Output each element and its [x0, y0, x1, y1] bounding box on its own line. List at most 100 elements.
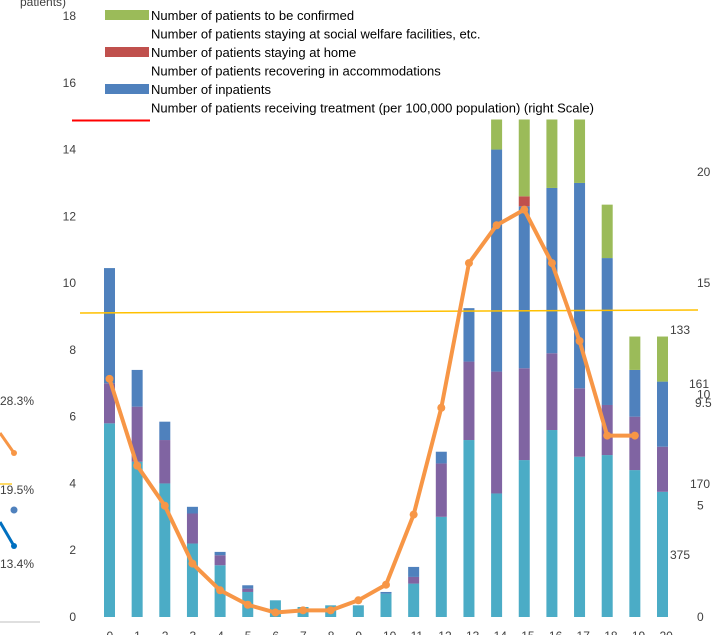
x-axis-tick-label: 7 [300, 629, 307, 635]
x-axis-tick-label: 9 [355, 629, 362, 635]
line-point [575, 336, 584, 345]
bar-segment [104, 423, 115, 617]
legend: Number of patients to be confirmed Number… [72, 8, 594, 122]
left-axis-tick-label: 18 [63, 9, 77, 23]
reference-line-group [79, 309, 699, 314]
left-panel-point-orange [11, 450, 17, 456]
left-axis-tick-label: 6 [69, 410, 76, 424]
bar-segment [186, 543, 198, 617]
line-point [630, 431, 639, 440]
left-panel: 28.3% 19.5% 13.4% [0, 394, 40, 623]
line-point [464, 259, 473, 268]
left-panel-line-orange [0, 432, 16, 454]
legend-item-label: Number of patients staying at social wel… [151, 27, 480, 42]
bar-segment [159, 421, 171, 441]
line-point [382, 580, 390, 589]
bar-segment [629, 336, 641, 370]
right-axis-tick-label: 5 [697, 499, 704, 513]
line-point [326, 606, 335, 615]
bar-segment [408, 583, 420, 617]
legend-item-label: Number of inpatients [151, 82, 271, 97]
left-axis-tick-label: 2 [69, 543, 76, 557]
bar-segment [574, 182, 586, 389]
right-axis-tick-label: 0 [697, 610, 704, 624]
x-axis-tick-label: 5 [245, 629, 252, 635]
bar-segment [380, 593, 392, 617]
bar-segment [629, 369, 641, 417]
left-axis: 0 2 4 6 8 10 12 14 16 18 [63, 9, 77, 624]
bar-segment [186, 513, 198, 544]
bar-segment [657, 446, 668, 492]
line-point [603, 431, 612, 440]
bar-segment [131, 406, 143, 462]
right-axis-tick-label: 15 [697, 276, 711, 290]
bar-segment [408, 566, 420, 577]
bar-segment [491, 119, 503, 150]
left-panel-line-blue [0, 521, 16, 547]
right-axis: 0 5 10 15 20 [697, 165, 711, 624]
line-point [243, 600, 252, 609]
x-axis-tick-label: 12 [438, 629, 452, 635]
bar-segment [186, 506, 198, 514]
bar-segment [601, 204, 613, 259]
left-panel-label-2: 19.5% [0, 483, 34, 497]
y-axis-label-fragment: patients) [20, 0, 66, 9]
x-axis: 01234567891011121314151617181920 [107, 629, 674, 635]
x-axis-tick-label: 3 [189, 629, 196, 635]
bar-segment [463, 308, 475, 362]
bar-segment [518, 119, 530, 197]
left-axis-tick-label: 10 [63, 276, 77, 290]
left-axis-tick-label: 12 [63, 209, 77, 223]
bar-segment [352, 605, 364, 617]
bar-segment [546, 353, 558, 431]
line-point [409, 510, 418, 519]
left-axis-tick-label: 0 [69, 610, 76, 624]
x-axis-tick-label: 15 [521, 629, 535, 635]
x-axis-tick-label: 4 [217, 629, 224, 635]
data-label: 9.5 [695, 396, 712, 410]
bar-segment [159, 440, 171, 484]
legend-swatch [105, 47, 149, 57]
data-label: 170 [690, 477, 710, 491]
x-axis-tick-label: 2 [162, 629, 169, 635]
left-axis-tick-label: 8 [69, 343, 76, 357]
right-axis-tick-label: 20 [697, 165, 711, 179]
left-axis-tick-label: 16 [63, 76, 77, 90]
x-axis-tick-label: 18 [604, 629, 618, 635]
line-point [133, 461, 142, 470]
legend-swatch [105, 84, 149, 94]
bar-segment [435, 451, 447, 464]
left-panel-label-3: 13.4% [0, 557, 34, 571]
bar-segment [104, 383, 115, 424]
x-axis-tick-label: 10 [383, 629, 397, 635]
bar-segment [463, 361, 475, 441]
line-point [271, 608, 280, 617]
bar-segment [518, 196, 530, 207]
bar-segment [657, 491, 668, 617]
bar-segment [601, 455, 613, 617]
bar-segment [629, 416, 641, 471]
left-axis-tick-label: 14 [63, 143, 77, 157]
x-axis-tick-label: 1 [134, 629, 141, 635]
line-point [547, 259, 556, 268]
line-point [354, 596, 363, 605]
bar-segment [214, 551, 226, 556]
bar-segment [546, 119, 558, 188]
bar-segment [104, 268, 115, 384]
right-axis-tick-label: 10 [697, 387, 711, 401]
bar-segment [242, 588, 254, 592]
x-axis-tick-label: 17 [577, 629, 591, 635]
bar-segment [518, 368, 530, 461]
line-series [105, 205, 639, 617]
bar-segment [380, 591, 392, 594]
bar-segment [131, 461, 143, 617]
legend-item-label: Number of patients recovering in accommo… [151, 64, 441, 79]
bar-segment [408, 576, 420, 584]
bar-segment [463, 440, 475, 617]
bar-segment [546, 430, 558, 617]
bar-segment [159, 483, 171, 617]
line-point [492, 221, 501, 230]
bars [104, 119, 668, 617]
x-axis-tick-label: 0 [107, 629, 114, 635]
